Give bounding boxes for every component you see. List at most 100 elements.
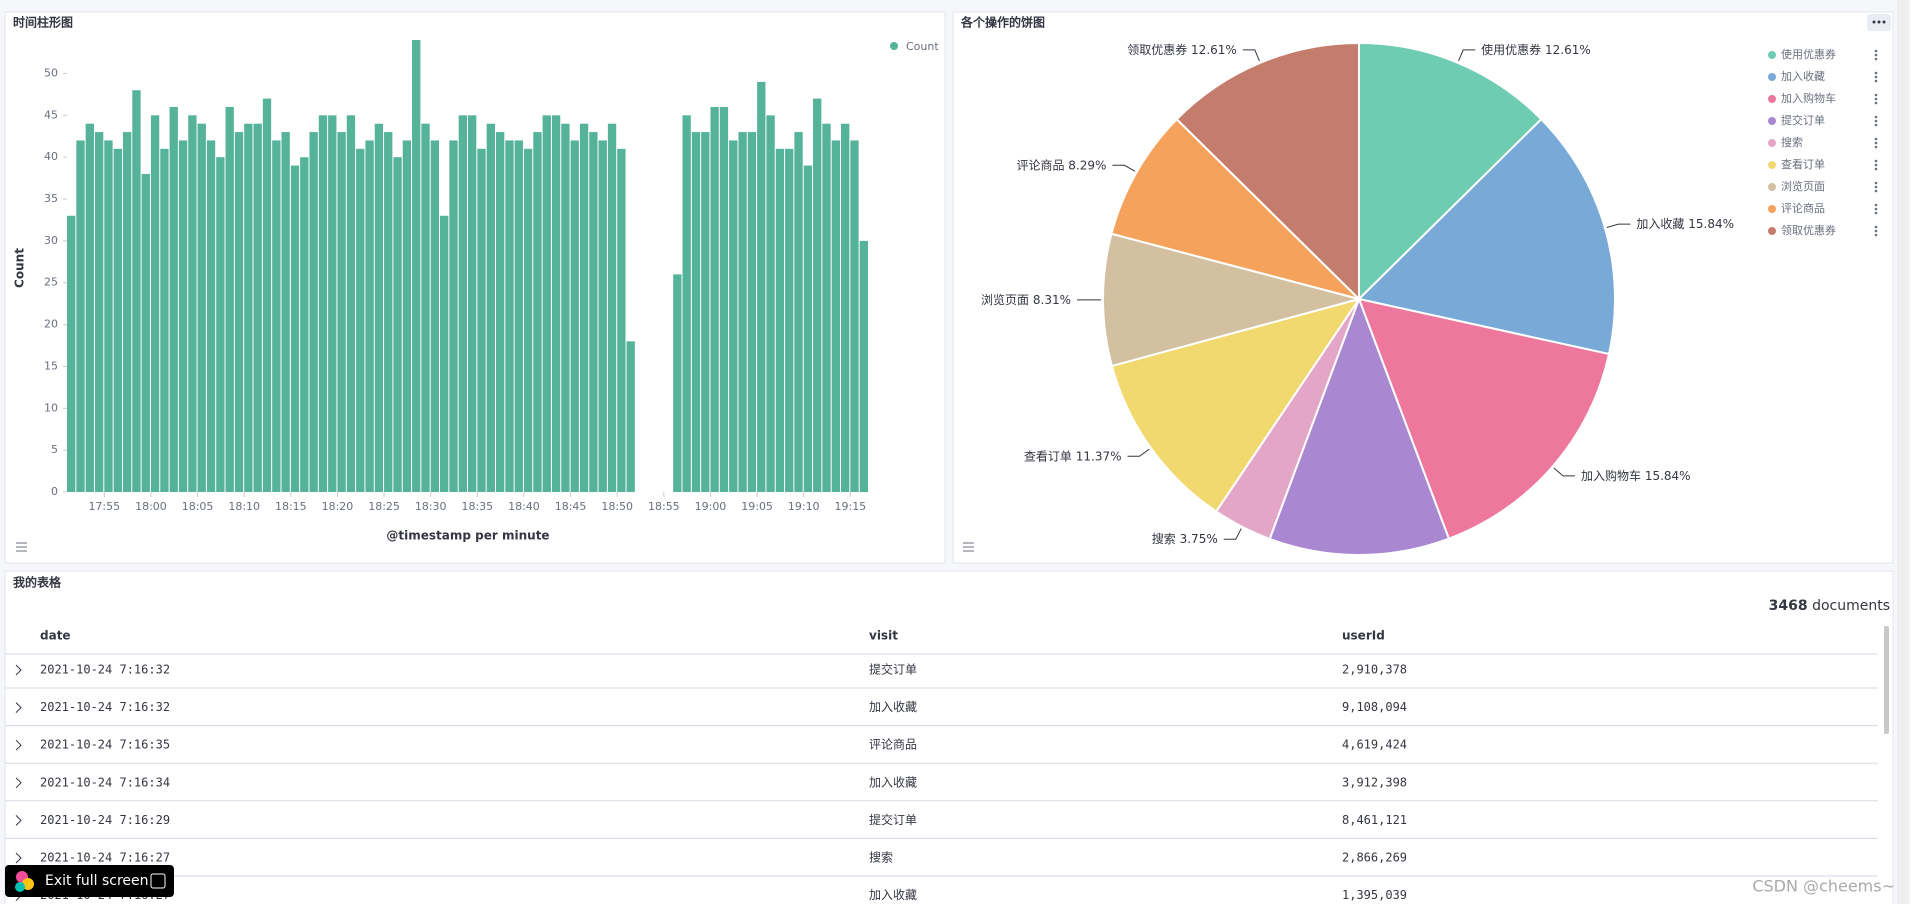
legend-menu	[1874, 101, 1878, 105]
bar	[719, 106, 729, 493]
count: 3468	[1769, 598, 1808, 614]
legend-marker	[1768, 205, 1776, 213]
x-tick-label: 19:10	[788, 500, 820, 513]
x-tick-label: 18:50	[601, 500, 633, 513]
cell: 2021-10-24 7:16:29	[40, 813, 170, 827]
expand-chevron[interactable]	[15, 852, 22, 864]
legend-menu	[1874, 225, 1878, 229]
bar	[113, 148, 122, 492]
y-axis-label: Count	[13, 248, 27, 288]
x-tick-label: 18:40	[508, 500, 540, 513]
exit-button[interactable]: Exit full screen	[5, 865, 174, 897]
slice-label: 领取优惠券 12.61%	[1127, 41, 1237, 56]
bar	[542, 115, 551, 492]
expand-chevron[interactable]	[15, 777, 22, 789]
legend-label: 查看订单	[1781, 157, 1825, 171]
bar	[365, 140, 374, 492]
bar	[570, 140, 579, 492]
legend-label: 浏览页面	[1781, 179, 1825, 193]
slice-label: 搜索 3.75%	[1152, 531, 1218, 546]
watermark: CSDN @cheems~	[1752, 877, 1895, 896]
y-tick-label: 15	[44, 359, 58, 372]
leader-line	[1112, 164, 1136, 172]
scroll-thumb[interactable]	[1884, 626, 1889, 734]
bar	[607, 123, 617, 492]
leader-line	[1223, 528, 1242, 540]
bar	[328, 115, 337, 492]
expand-chevron[interactable]	[15, 739, 22, 751]
y-tick-label: 50	[44, 66, 58, 79]
bar	[281, 132, 290, 492]
cell: 2021-10-24 7:16:32	[40, 700, 170, 714]
y-tick-label: 25	[44, 276, 58, 289]
bar	[393, 157, 402, 492]
list-icon[interactable]	[16, 542, 27, 552]
legend-menu	[1874, 181, 1878, 185]
bar	[421, 123, 430, 492]
legend-marker	[1768, 51, 1776, 59]
slice-name: 评论商品	[1016, 157, 1064, 172]
bar	[673, 274, 682, 492]
slice-label: 加入收藏 15.84%	[1636, 217, 1734, 231]
bar	[579, 123, 589, 492]
legend-marker	[890, 42, 898, 50]
bar	[514, 140, 523, 492]
bar	[440, 215, 449, 492]
cell: 评论商品	[869, 737, 917, 752]
legend-marker	[1768, 227, 1776, 235]
leader-line	[1606, 223, 1631, 228]
cell: 2021-10-24 7:16:27	[40, 851, 170, 865]
bar	[206, 140, 216, 492]
bar	[132, 90, 141, 492]
cell: 4,619,424	[1342, 738, 1407, 752]
legend-menu	[1874, 71, 1878, 75]
legend-menu	[1874, 163, 1878, 167]
slice-label: 使用优惠券 12.61%	[1481, 41, 1591, 56]
leader-line	[1458, 49, 1476, 62]
x-tick-label: 18:45	[555, 500, 587, 513]
scrollbar[interactable]	[1897, 0, 1909, 904]
button-label[interactable]: Exit full screen	[45, 873, 149, 889]
bar	[160, 148, 169, 492]
y-tick-label: 5	[51, 443, 58, 456]
bar	[122, 132, 132, 492]
legend-menu	[1874, 123, 1878, 127]
legend-marker	[1768, 73, 1776, 81]
bar	[253, 123, 262, 492]
bar	[561, 123, 570, 492]
pie-slice	[1358, 41, 1543, 302]
bar	[850, 140, 859, 492]
legend-menu	[1874, 203, 1878, 207]
count-suffix: documents	[1812, 598, 1890, 614]
cell: 8,461,121	[1342, 813, 1407, 827]
x-tick-label: 19:05	[741, 500, 773, 513]
list-icon[interactable]	[963, 542, 974, 552]
bar	[533, 132, 542, 492]
bar	[197, 123, 206, 492]
pie-slice	[1356, 117, 1616, 356]
cell: 2021-10-24 7:16:34	[40, 775, 170, 789]
bar	[738, 132, 747, 492]
expand-chevron[interactable]	[15, 664, 22, 676]
cell: 2021-10-24 7:16:35	[40, 738, 170, 752]
legend-menu	[1874, 159, 1878, 163]
panel-title: 我的表格	[13, 575, 62, 590]
bar	[225, 106, 234, 493]
menu-icon[interactable]	[1867, 14, 1891, 31]
y-tick-label: 0	[51, 485, 58, 498]
slice-value: 8.31%	[1033, 292, 1071, 306]
leader-line	[1553, 467, 1575, 477]
expand-chevron[interactable]	[15, 815, 22, 826]
x-tick-label: 19:15	[834, 500, 866, 513]
legend-menu	[1874, 75, 1878, 79]
panel-title: 时间柱形图	[13, 15, 73, 30]
slice-name: 加入购物车	[1581, 467, 1641, 482]
pie-slice	[1110, 117, 1363, 301]
bar	[309, 132, 318, 492]
legend-menu	[1874, 53, 1878, 57]
bar	[169, 106, 178, 493]
cell: 1,395,039	[1342, 888, 1407, 902]
legend-label: 评论商品	[1781, 201, 1825, 215]
expand-chevron[interactable]	[15, 702, 22, 713]
y-tick-label: 45	[44, 108, 58, 121]
